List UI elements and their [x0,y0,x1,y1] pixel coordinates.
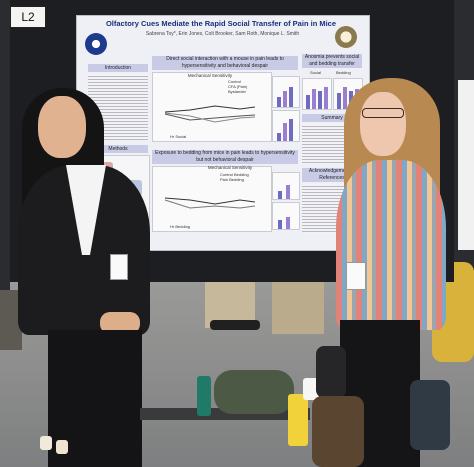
chart-bottom-title: Mechanical Sensitivity [207,165,253,170]
section-header-direct-interaction: Direct social interaction with a mouse i… [152,56,298,70]
small-cup-left-2 [56,440,68,454]
presenter-left-hands [100,312,140,334]
dark-bag-right [410,380,450,450]
background-legs-left [0,290,22,350]
booth-number-sign: L2 [10,6,46,28]
chart-top-legend-control: Control [228,79,241,84]
black-backpack [316,346,346,398]
presenter-right-face [360,92,406,156]
bar-chart-social-2 [272,110,300,142]
poster-title: Olfactory Cues Mediate the Rapid Social … [105,19,337,28]
chart-top-x-label: Hr Social [170,134,187,139]
white-cup [303,378,319,400]
background-legs-center-2 [272,278,324,334]
small-cup-left [40,436,52,450]
poster-authors: Sabrena Toy*, Erin Jones, Colt Brooker, … [145,31,300,37]
chart-bottom-x-label: Hr Bedding [170,224,191,229]
presenter-right-badge [346,262,366,290]
bar-chart-anosmia-social [302,78,332,110]
presenter-left-badge [110,254,128,280]
bar-chart-bedding-1 [272,172,300,200]
section-header-methods: Methods [88,145,148,153]
chart-top-legend-bystander: Bystander [228,89,247,94]
side-label-social: Social [310,70,321,75]
bar-chart-social-1 [272,76,300,108]
background-poster-board-left [0,0,10,290]
presenter-left-face [38,96,86,158]
presenter-right-glasses [362,108,404,118]
presenter-right-striped-shirt [336,160,446,330]
chart-bottom-legend-control: Control Bedding [220,172,249,177]
section-header-anosmia: Anosmia prevents social and bedding tran… [302,54,362,68]
background-poster-right [458,80,474,250]
university-seal-logo [85,33,107,55]
yellow-water-bottle [288,394,308,446]
bar-chart-bedding-2 [272,202,300,230]
section-header-introduction: Introduction [88,64,148,72]
chart-top-title: Mechanical Sensitivity [187,73,233,78]
chart-top-legend-cfa: CFA (Pain) [228,84,248,89]
olive-puffer-jacket [214,370,294,414]
brown-bag [312,396,364,467]
lab-seal-logo [335,26,357,48]
chart-top-lines [164,105,256,123]
section-header-summary: Summary [302,114,362,122]
background-shoes [210,320,260,330]
chart-bottom-lines [164,197,256,209]
green-water-bottle [197,376,211,416]
section-header-exposure: Exposure to bedding from mice in pain le… [152,150,298,164]
chart-bottom-legend-pain: Pain Bedding [220,177,244,182]
side-label-bedding: Bedding [336,70,351,75]
